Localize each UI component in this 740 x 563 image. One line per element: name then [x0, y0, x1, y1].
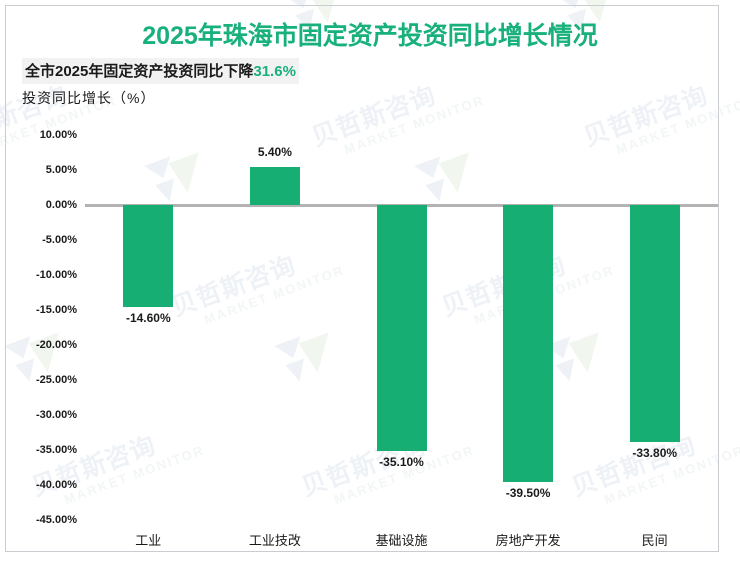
bar[interactable]: [249, 167, 300, 205]
x-axis-category-label: 房地产开发: [495, 533, 561, 548]
subtitle-text: 全市2025年固定资产投资同比下降: [25, 63, 254, 80]
bar[interactable]: [376, 205, 427, 451]
y-axis-tick-label: -25.00%: [36, 374, 77, 386]
bar-value-label: -35.10%: [379, 454, 424, 469]
y-axis-tick-label: -35.00%: [36, 444, 77, 456]
chart-title: 2025年珠海市固定资产投资同比增长情况: [142, 22, 598, 50]
x-axis-category-label: 工业: [135, 533, 162, 548]
bar[interactable]: [123, 205, 174, 308]
x-axis-category-label: 工业技改: [248, 533, 301, 548]
y-axis-tick-label: 5.00%: [45, 164, 77, 176]
y-axis-caption: 投资同比增长（%）: [22, 90, 156, 106]
y-axis-tick-label: -10.00%: [36, 269, 77, 281]
y-axis-tick-label: 0.00%: [45, 199, 77, 211]
y-axis-tick-label: -45.00%: [36, 514, 77, 526]
y-axis-tick-label: -15.00%: [36, 304, 77, 316]
y-axis-tick-label: -20.00%: [36, 339, 77, 351]
bar-value-label: -33.80%: [632, 445, 678, 460]
chart-subtitle: 全市2025年固定资产投资同比下降31.6%: [22, 58, 299, 84]
bar-value-label: -14.60%: [125, 311, 171, 326]
bar-value-label: -39.50%: [505, 485, 551, 500]
y-axis-tick-label: -30.00%: [36, 409, 77, 421]
bar[interactable]: [503, 205, 554, 482]
y-axis-tick-label: 10.00%: [39, 129, 77, 141]
x-axis-category-label: 基础设施: [375, 533, 428, 548]
x-axis-category-label: 民间: [641, 533, 668, 548]
bar-value-label: 5.40%: [257, 145, 292, 160]
bar[interactable]: [629, 205, 680, 442]
y-axis-tick-label: -5.00%: [42, 234, 77, 246]
y-axis-tick-label: -40.00%: [36, 479, 77, 491]
subtitle-highlight-value: 31.6%: [253, 63, 296, 80]
plot-area: 10.00% 5.00% 0.00% -5.00% -10.00% -15.00% -20.…: [36, 129, 718, 548]
